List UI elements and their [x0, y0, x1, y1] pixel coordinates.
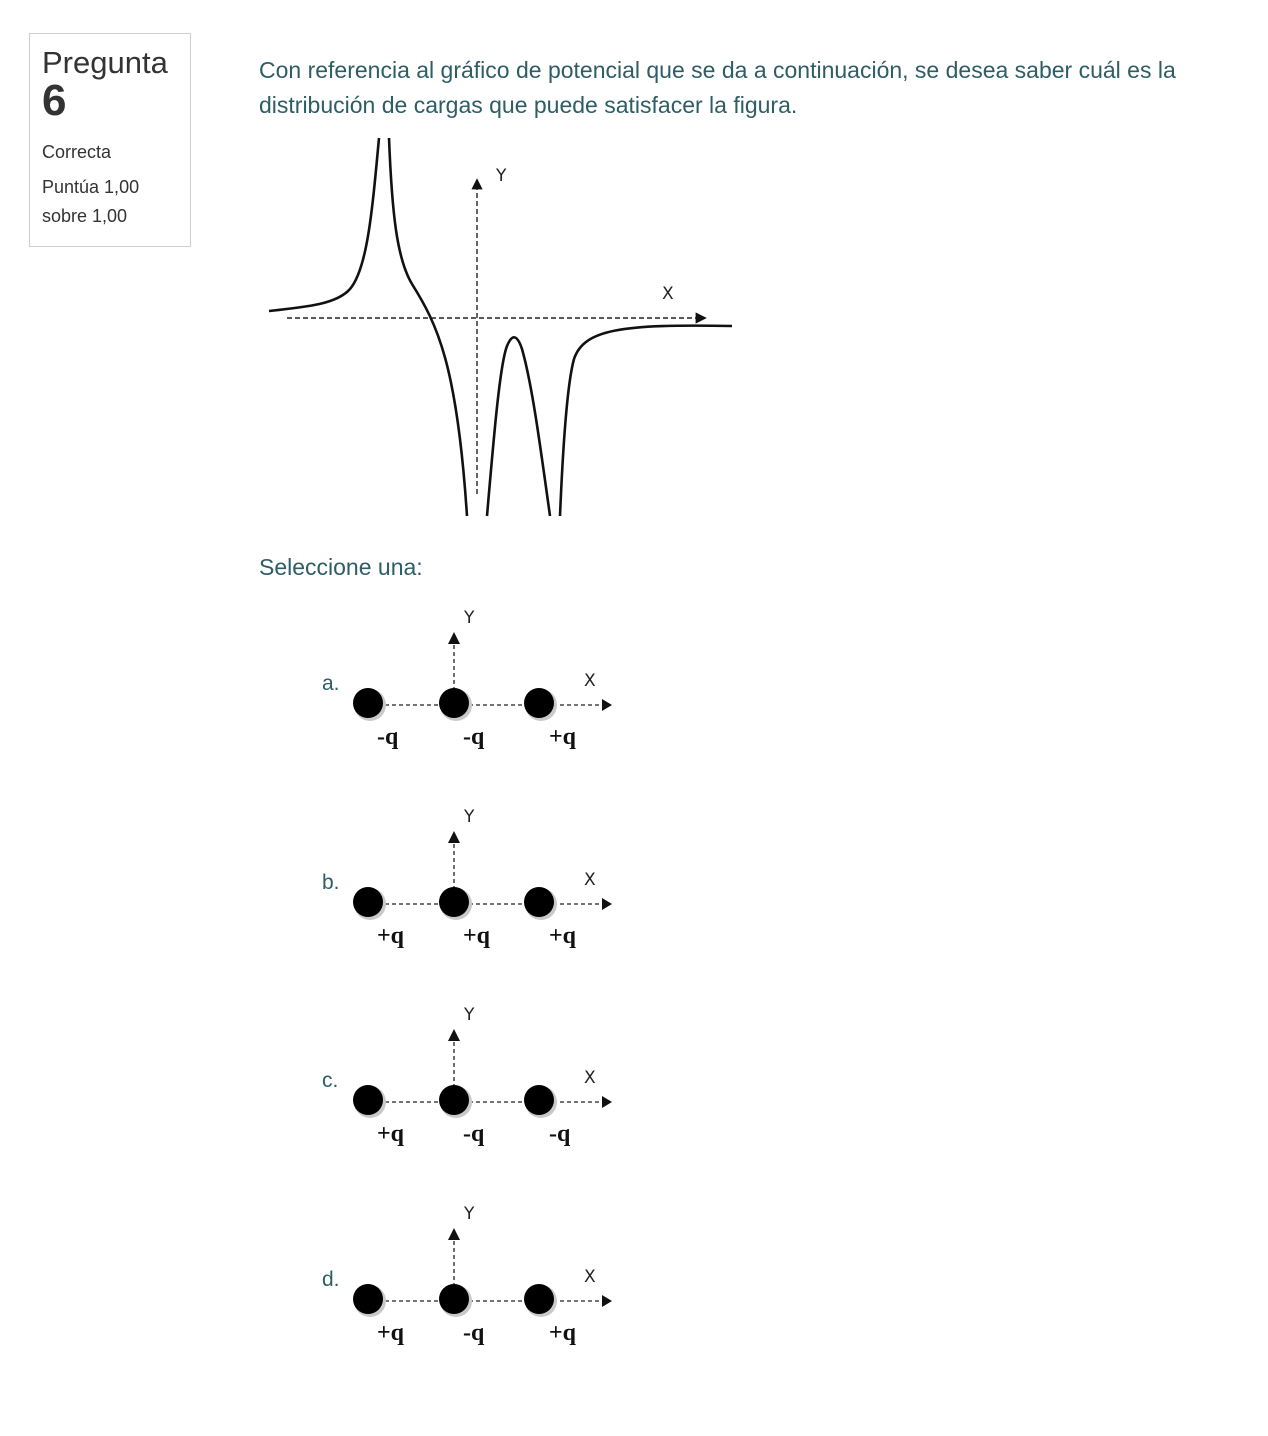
charge-label: +q: [377, 1121, 405, 1147]
potential-curve-middle-left: [387, 137, 469, 517]
potential-curve-middle: [485, 336, 552, 517]
option-letter: a.: [322, 672, 340, 695]
charge-dot: [439, 1085, 469, 1115]
charge-label: -q: [463, 724, 485, 750]
charge-label: +q: [377, 923, 405, 949]
charge-diagram: Y X +q -q -q: [353, 1005, 612, 1147]
option-letter: d.: [322, 1268, 340, 1291]
answer-option-c[interactable]: c. Y X +q -q -q: [320, 995, 650, 1165]
diagram-x-label: X: [584, 1267, 596, 1287]
charge-dot: [353, 688, 383, 718]
charge-dot: [524, 1284, 554, 1314]
answer-option-a[interactable]: a. Y X -q -q +q: [320, 598, 650, 768]
diagram-x-arrow: [602, 898, 612, 910]
graph-y-axis-label: Y: [495, 166, 507, 186]
diagram-y-arrow: [448, 831, 460, 843]
charge-label: -q: [377, 724, 399, 750]
charge-diagram: Y X -q -q +q: [353, 608, 612, 750]
charge-dot: [524, 887, 554, 917]
charge-diagram: Y X +q +q +q: [353, 807, 612, 949]
potential-graph: X Y: [268, 137, 733, 517]
charge-label: +q: [463, 923, 491, 949]
charge-label: -q: [463, 1320, 485, 1346]
charge-dot: [439, 887, 469, 917]
answer-option-d[interactable]: d. Y X +q -q +q: [320, 1194, 650, 1364]
diagram-y-label: Y: [463, 1204, 475, 1224]
question-grade: Puntúa 1,00 sobre 1,00: [42, 173, 178, 231]
charge-label: +q: [549, 724, 577, 750]
question-number: 6: [42, 76, 67, 125]
question-label: Pregunta: [42, 45, 168, 80]
charge-label: +q: [377, 1320, 405, 1346]
grade-line-1: Puntúa 1,00: [42, 177, 140, 197]
charge-label: -q: [549, 1121, 571, 1147]
diagram-y-arrow: [448, 1029, 460, 1041]
select-one-prompt: Seleccione una:: [259, 554, 423, 580]
diagram-x-label: X: [584, 1068, 596, 1088]
diagram-x-arrow: [602, 1295, 612, 1307]
charge-label: +q: [549, 1320, 577, 1346]
charge-dot: [353, 887, 383, 917]
charge-dot: [439, 1284, 469, 1314]
charge-dot: [524, 688, 554, 718]
option-letter: b.: [322, 871, 340, 894]
diagram-y-label: Y: [463, 608, 475, 628]
potential-curve-right: [558, 324, 733, 517]
charge-label: +q: [549, 923, 577, 949]
question-status: Correcta: [42, 142, 112, 162]
option-letter: c.: [322, 1069, 339, 1092]
potential-curve-left: [268, 137, 381, 313]
question-info-box: Pregunta 6 Correcta Puntúa 1,00 sobre 1,…: [29, 33, 191, 247]
charge-dot: [439, 688, 469, 718]
grade-line-2: sobre 1,00: [42, 206, 128, 226]
answer-option-b[interactable]: b. Y X +q +q +q: [320, 797, 650, 967]
diagram-x-label: X: [584, 671, 596, 691]
graph-x-axis-label: X: [662, 284, 674, 304]
diagram-y-label: Y: [463, 807, 475, 827]
diagram-x-arrow: [602, 699, 612, 711]
charge-label: -q: [463, 1121, 485, 1147]
diagram-y-label: Y: [463, 1005, 475, 1025]
diagram-x-label: X: [584, 870, 596, 890]
charge-diagram: Y X +q -q +q: [353, 1204, 612, 1346]
charge-dot: [353, 1284, 383, 1314]
diagram-y-arrow: [448, 632, 460, 644]
charge-dot: [524, 1085, 554, 1115]
charge-dot: [353, 1085, 383, 1115]
question-text: Con referencia al gráfico de potencial q…: [259, 57, 1176, 118]
diagram-y-arrow: [448, 1228, 460, 1240]
diagram-x-arrow: [602, 1096, 612, 1108]
